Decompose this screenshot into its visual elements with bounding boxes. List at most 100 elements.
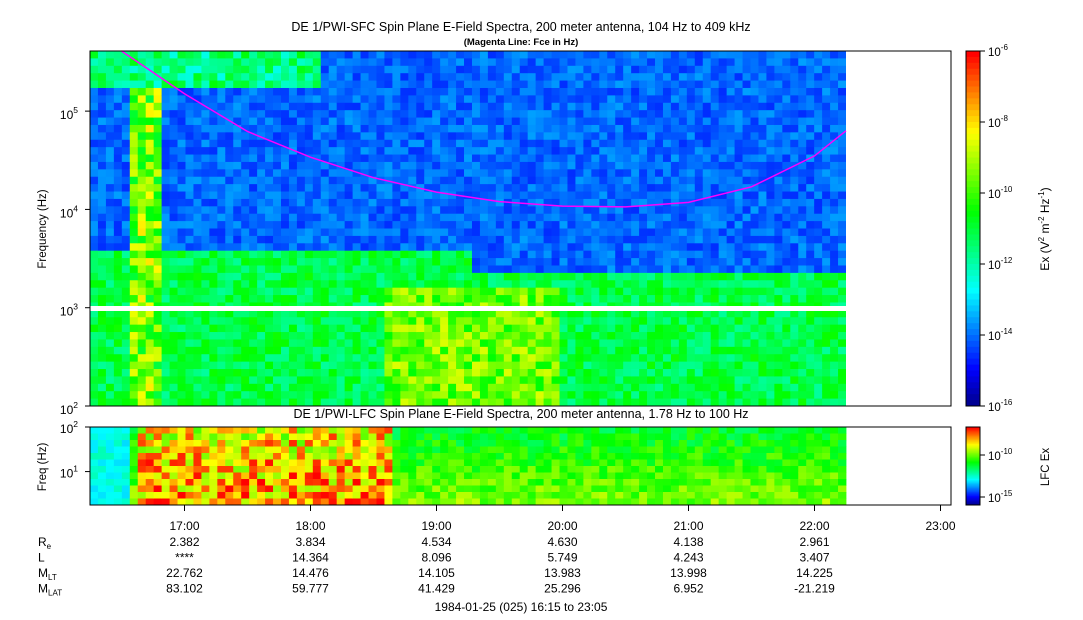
sfc-cell: [432, 65, 441, 74]
sfc-cell: [400, 213, 409, 222]
sfc-cell: [670, 258, 680, 266]
sfc-cell: [400, 65, 409, 74]
sfc-cell: [471, 287, 481, 296]
sfc-cell: [655, 73, 664, 81]
sfc-cell: [161, 250, 170, 259]
sfc-cell: [647, 235, 656, 244]
lfc-cell: [137, 472, 147, 480]
sfc-cell: [670, 80, 680, 89]
sfc-cell: [599, 235, 608, 244]
sfc-cell: [710, 383, 720, 392]
sfc-cell: [416, 117, 425, 126]
sfc-cell: [718, 243, 728, 252]
sfc-cell: [575, 272, 584, 281]
sfc-cell: [288, 332, 298, 340]
sfc-cell: [479, 73, 489, 81]
sfc-cell: [678, 332, 688, 340]
lfc-cell: [296, 498, 306, 506]
sfc-cell: [408, 398, 417, 407]
sfc-cell: [639, 73, 648, 81]
sfc-cell: [304, 198, 314, 207]
sfc-cell: [376, 354, 385, 363]
sfc-cell: [217, 87, 226, 96]
sfc-cell: [185, 258, 194, 266]
sfc-cell: [233, 398, 242, 407]
sfc-cell: [265, 287, 274, 296]
sfc-cell: [726, 258, 735, 266]
sfc-cell: [678, 258, 688, 266]
sfc-cell: [233, 198, 242, 207]
sfc-cell: [798, 198, 807, 207]
sfc-cell: [734, 309, 743, 318]
sfc-cell: [241, 258, 250, 266]
sfc-cell: [233, 206, 242, 215]
sfc-cell: [694, 295, 704, 303]
sfc-cell: [360, 139, 369, 148]
sfc-cell: [368, 309, 377, 318]
sfc-cell: [97, 235, 107, 244]
sfc-cell: [527, 398, 537, 407]
sfc-cell: [487, 139, 497, 148]
sfc-cell: [782, 354, 791, 363]
sfc-cell: [416, 339, 425, 348]
sfc-cell: [169, 346, 178, 355]
lfc-cell: [257, 427, 266, 434]
sfc-cell: [567, 309, 576, 318]
sfc-cell: [567, 332, 576, 340]
sfc-cell: [623, 184, 632, 192]
sfc-cell: [583, 87, 592, 96]
sfc-cell: [694, 198, 704, 207]
sfc-cell: [456, 221, 465, 229]
sfc-cell: [487, 332, 497, 340]
sfc-cell: [440, 198, 449, 207]
sfc-cell: [217, 117, 226, 126]
lfc-cell: [352, 498, 361, 506]
sfc-cell: [535, 332, 544, 340]
sfc-cell: [639, 58, 648, 67]
sfc-cell: [288, 354, 298, 363]
sfc-cell: [416, 154, 425, 163]
sfc-cell: [201, 235, 210, 244]
sfc-cell: [90, 65, 99, 74]
sfc-cell: [161, 287, 170, 296]
sfc-cell: [177, 228, 186, 237]
sfc-cell: [559, 361, 568, 370]
sfc-cell: [830, 161, 839, 170]
sfc-cell: [838, 369, 847, 377]
sfc-cell: [288, 228, 298, 237]
sfc-cell: [814, 258, 823, 266]
sfc-cell: [702, 383, 712, 392]
sfc-cell: [185, 102, 194, 111]
sfc-cell: [296, 258, 306, 266]
sfc-cell: [416, 58, 425, 67]
sfc-cell: [201, 265, 210, 274]
sfc-cell: [201, 206, 210, 215]
sfc-cell: [471, 132, 481, 141]
sfc-cell: [631, 383, 640, 392]
sfc-cell: [798, 398, 807, 407]
sfc-cell: [487, 324, 497, 333]
sfc-cell: [360, 287, 369, 296]
sfc-cell: [559, 376, 568, 385]
sfc-cell: [225, 287, 234, 296]
sfc-cell: [718, 280, 728, 289]
sfc-cell: [320, 51, 330, 59]
sfc-cell: [97, 161, 107, 170]
sfc-cell: [249, 324, 258, 333]
sfc-cell: [519, 339, 529, 348]
sfc-cell: [233, 369, 242, 377]
sfc-cell: [623, 65, 632, 74]
sfc-cell: [408, 51, 417, 59]
sfc-cell: [424, 184, 433, 192]
sfc-cell: [241, 124, 250, 133]
sfc-cell: [288, 383, 298, 392]
sfc-cell: [304, 73, 314, 81]
sfc-cell: [702, 272, 712, 281]
sfc-cell: [726, 235, 735, 244]
sfc-cell: [471, 139, 481, 148]
lfc-cell: [304, 440, 314, 447]
sfc-cell: [535, 369, 544, 377]
sfc-cell: [519, 176, 529, 185]
sfc-cell: [312, 272, 322, 281]
sfc-cell: [615, 73, 624, 81]
